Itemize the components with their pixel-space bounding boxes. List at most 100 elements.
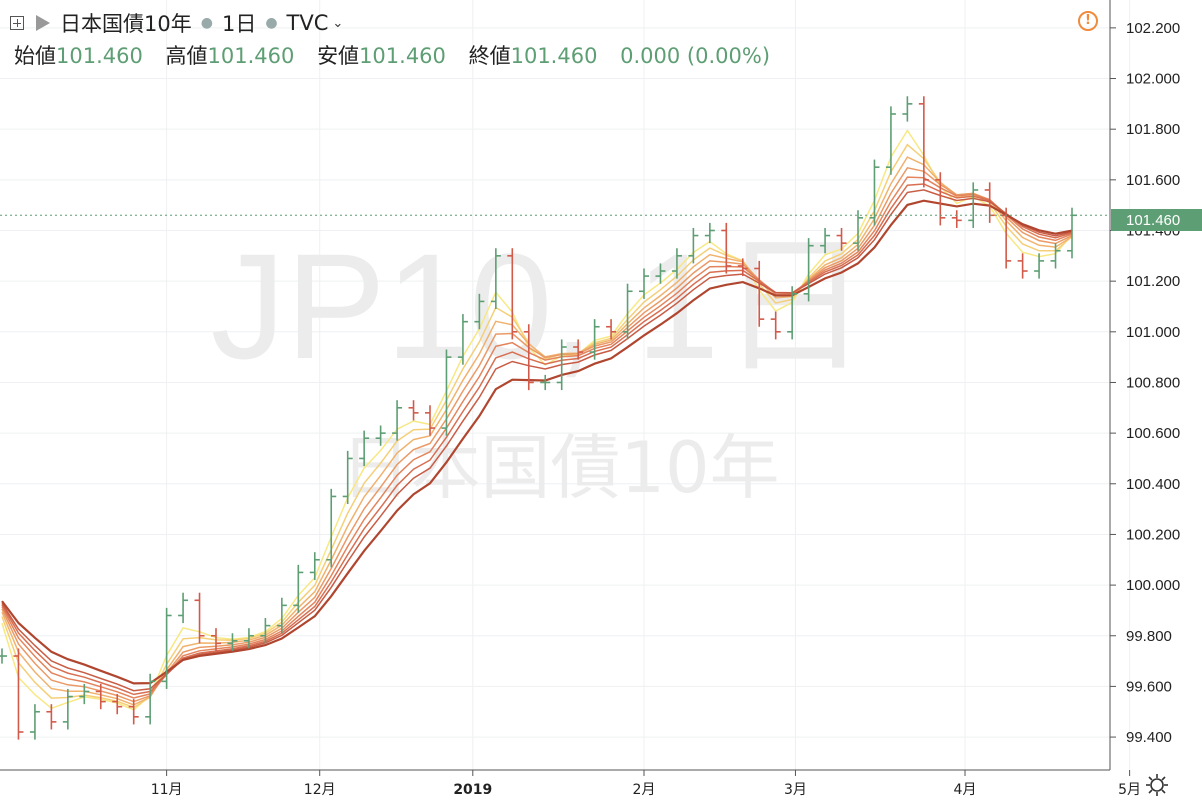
ohlc-bar bbox=[589, 319, 600, 360]
price-tick-label: 101.800 bbox=[1126, 121, 1180, 138]
chart-grid bbox=[0, 0, 1131, 770]
ohlc-bar bbox=[573, 339, 584, 360]
price-tick-label: 101.200 bbox=[1126, 273, 1180, 290]
ohlc-bar bbox=[507, 248, 518, 340]
ohlc-bar bbox=[704, 222, 715, 244]
price-tick-label: 99.800 bbox=[1126, 628, 1172, 645]
ohlc-bar bbox=[276, 597, 287, 634]
ohlc-bar bbox=[490, 248, 501, 310]
open-label: 始値 bbox=[14, 44, 56, 68]
ohlc-bar bbox=[754, 260, 765, 327]
flag-icon[interactable] bbox=[36, 15, 50, 31]
ma-line bbox=[1, 166, 1073, 703]
ohlc-bar bbox=[1034, 253, 1045, 279]
time-tick-label: 2019 bbox=[453, 782, 492, 798]
ohlc-bar bbox=[639, 268, 649, 299]
separator-dot-icon: ● bbox=[200, 15, 213, 31]
open-value: 101.460 bbox=[56, 44, 143, 68]
high-label: 高値 bbox=[165, 44, 208, 68]
low-value: 101.460 bbox=[359, 44, 446, 68]
collapse-icon[interactable] bbox=[10, 16, 24, 30]
ohlc-bar bbox=[556, 339, 567, 391]
price-tick-label: 101.000 bbox=[1126, 324, 1180, 341]
ohlc-bar bbox=[375, 425, 386, 446]
ohlc-bar bbox=[29, 704, 40, 740]
time-tick-label: 2月 bbox=[633, 782, 656, 798]
time-tick-label: 11月 bbox=[151, 782, 183, 798]
ohlc-bar bbox=[655, 263, 666, 284]
ma-line bbox=[1, 176, 1073, 699]
ohlc-bar bbox=[836, 227, 847, 251]
chart-legend: 日本国債10年 ● 1日 ● TVC ⌄ 始値101.460 高値101.460… bbox=[0, 0, 1110, 70]
ohlc-bar bbox=[1050, 243, 1061, 269]
ma-line bbox=[1, 129, 1073, 711]
ohlc-bar bbox=[145, 673, 156, 725]
ohlc-bar bbox=[342, 450, 353, 505]
change-value: 0.000 (0.00%) bbox=[620, 44, 771, 68]
ma-line bbox=[1, 156, 1073, 706]
ohlc-bar bbox=[935, 172, 946, 226]
ohlc-bar bbox=[885, 106, 896, 175]
ohlc-bar bbox=[951, 210, 962, 228]
ohlc-bar bbox=[869, 159, 880, 226]
ohlc-bar bbox=[918, 96, 929, 188]
ohlc-bar bbox=[112, 694, 123, 715]
ohlc-bar bbox=[392, 400, 403, 441]
ohlc-bar bbox=[46, 704, 57, 730]
price-tick-label: 102.000 bbox=[1126, 71, 1180, 88]
ohlc-bar bbox=[62, 688, 73, 730]
watermark-description: 日本国債10年 bbox=[340, 427, 779, 509]
separator-dot-icon: ● bbox=[265, 15, 278, 31]
interval-label[interactable]: 1日 bbox=[221, 12, 257, 36]
close-label: 終値 bbox=[468, 44, 511, 68]
ohlc-bar bbox=[787, 286, 798, 340]
price-tick-label: 100.000 bbox=[1126, 577, 1180, 594]
ohlc-bar bbox=[441, 349, 452, 436]
ohlc-bar bbox=[128, 699, 139, 725]
ohlc-bar bbox=[968, 182, 979, 228]
ohlc-bar bbox=[853, 210, 863, 251]
symbol-name[interactable]: 日本国債10年 bbox=[60, 12, 192, 36]
ohlc-bar bbox=[178, 592, 189, 624]
ohlc-bar bbox=[359, 430, 370, 467]
symbol-row: 日本国債10年 ● 1日 ● TVC ⌄ bbox=[10, 8, 343, 38]
ohlc-bar bbox=[13, 648, 24, 740]
ohlc-bar bbox=[260, 618, 271, 644]
ma-ribbon bbox=[1, 129, 1073, 711]
ohlc-bar bbox=[820, 227, 831, 254]
price-tick-label: 100.400 bbox=[1126, 476, 1180, 493]
chevron-down-icon[interactable]: ⌄ bbox=[332, 15, 344, 31]
last-price-tag: 101.460 bbox=[1111, 209, 1202, 231]
ohlc-bar bbox=[803, 238, 814, 302]
ohlc-bar bbox=[523, 324, 534, 391]
price-tick-label: 100.800 bbox=[1126, 374, 1180, 391]
ohlc-bar bbox=[326, 488, 337, 568]
last-price-label: 101.460 bbox=[1126, 212, 1180, 229]
close-value: 101.460 bbox=[510, 44, 598, 68]
time-axis[interactable]: 11月 12月 2019 2月 3月 4月 5月 bbox=[151, 770, 1141, 798]
price-axis[interactable]: 102.200102.000101.800101.600101.400101.2… bbox=[1110, 20, 1180, 746]
ohlc-bar bbox=[721, 222, 732, 274]
ohlc-bar bbox=[688, 227, 699, 264]
low-label: 安値 bbox=[317, 44, 360, 68]
settings-gear-icon[interactable] bbox=[1145, 773, 1169, 797]
ohlc-bar bbox=[309, 552, 320, 581]
warning-icon[interactable]: ! bbox=[1078, 11, 1098, 31]
ohlc-bar bbox=[194, 592, 205, 644]
ohlc-bar bbox=[425, 405, 435, 436]
source-label[interactable]: TVC bbox=[286, 11, 329, 35]
ohlc-bar bbox=[243, 628, 254, 649]
ohlc-bar bbox=[211, 628, 221, 651]
ohlc-bar bbox=[737, 258, 748, 277]
ohlc-bar bbox=[408, 400, 419, 421]
ma-line bbox=[1, 199, 1073, 685]
price-tick-label: 100.600 bbox=[1126, 425, 1180, 442]
high-value: 101.460 bbox=[207, 44, 295, 68]
price-bars bbox=[0, 96, 1077, 740]
price-tick-label: 99.600 bbox=[1126, 678, 1172, 695]
ohlc-bar bbox=[161, 607, 172, 689]
price-tick-label: 101.600 bbox=[1126, 172, 1180, 189]
ohlc-bar bbox=[902, 96, 913, 122]
ohlc-bar bbox=[474, 293, 485, 330]
